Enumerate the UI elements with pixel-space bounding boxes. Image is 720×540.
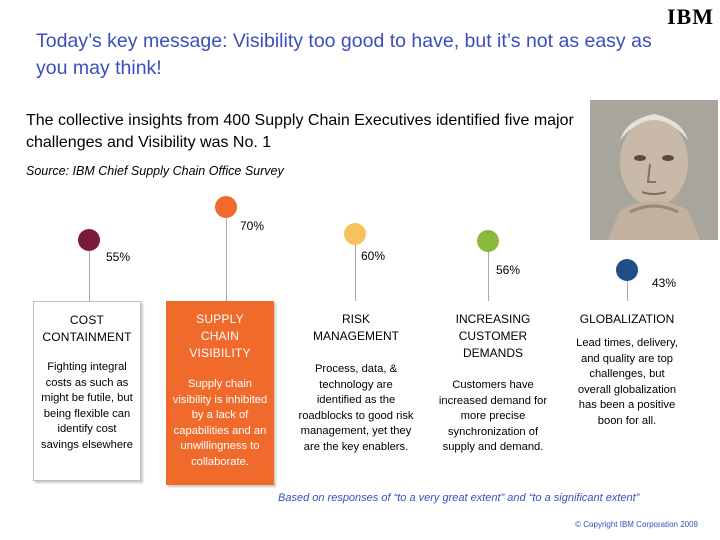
ibm-logo: IBM	[667, 4, 714, 29]
challenge-description: Fighting integral costs as such as might…	[40, 361, 134, 451]
challenge-heading: SUPPLY CHAIN VISIBILITY	[189, 312, 251, 360]
challenge-description: Process, data, & technology are identifi…	[298, 363, 414, 453]
source-note: Source: IBM Chief Supply Chain Office Su…	[26, 164, 284, 178]
challenge-heading: RISK MANAGEMENT	[312, 312, 399, 343]
stem-2	[226, 218, 227, 301]
challenge-heading: INCREASING CUSTOMER DEMANDS	[455, 312, 531, 360]
challenge-description: Customers have increased demand for more…	[438, 379, 548, 454]
copyright: © Copyright IBM Corporation 2009	[575, 520, 698, 529]
challenge-card-cost: COST CONTAINMENT Fighting integral costs…	[33, 301, 141, 481]
marker-circle-demand	[477, 230, 499, 252]
challenge-description: Lead times, delivery, and quality are to…	[576, 337, 678, 427]
footnote: Based on responses of “to a very great e…	[278, 492, 640, 504]
marker-circle-risk	[344, 223, 366, 245]
stem-1	[89, 250, 90, 301]
challenge-card-demand: INCREASING CUSTOMER DEMANDS Customers ha…	[434, 301, 552, 456]
executive-photo	[590, 100, 718, 240]
percent-demand: 56%	[496, 263, 521, 277]
challenge-heading: COST CONTAINMENT	[42, 313, 132, 344]
marker-circle-cost	[78, 229, 100, 251]
percent-cost: 55%	[106, 250, 131, 264]
stem-3	[355, 245, 356, 301]
percent-visibility: 70%	[240, 219, 265, 233]
slide-subtitle: The collective insights from 400 Supply …	[26, 112, 574, 151]
stem-5	[627, 280, 628, 301]
challenge-card-risk: RISK MANAGEMENT Process, data, & technol…	[297, 301, 415, 456]
challenge-card-visibility: SUPPLY CHAIN VISIBILITY Supply chain vis…	[166, 301, 274, 485]
marker-circle-global	[616, 259, 638, 281]
marker-circle-visibility	[215, 196, 237, 218]
percent-risk: 60%	[361, 249, 386, 263]
challenge-heading: GLOBALIZATION	[579, 312, 675, 326]
percent-global: 43%	[652, 276, 677, 290]
challenge-description: Supply chain visibility is inhibited by …	[172, 378, 268, 468]
challenge-card-global: GLOBALIZATION Lead times, delivery, and …	[568, 301, 686, 430]
slide-title: Today’s key message: Visibility too good…	[36, 30, 652, 79]
stem-4	[488, 252, 489, 301]
